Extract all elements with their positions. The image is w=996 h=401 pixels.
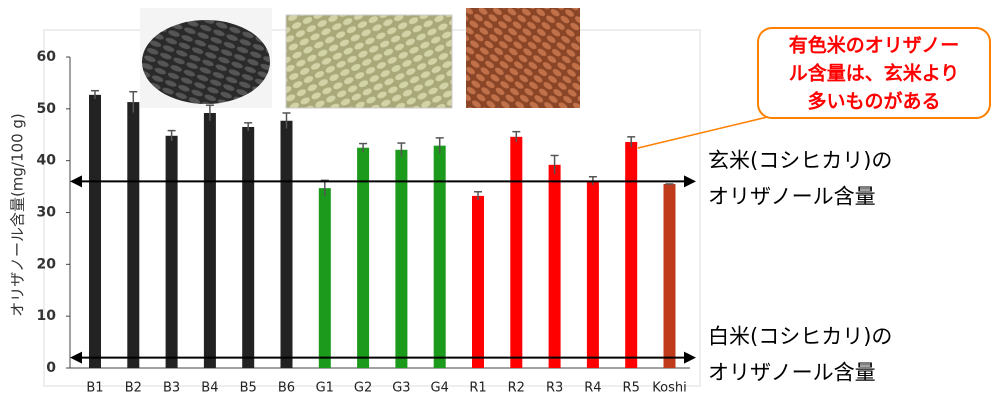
- callout-text: ル含量は、玄米より: [789, 62, 960, 85]
- bar: [395, 150, 407, 368]
- x-tick-label: B3: [163, 381, 180, 396]
- x-tick-label: Koshi: [652, 381, 686, 396]
- arrowhead: [70, 175, 82, 187]
- bar: [242, 127, 254, 368]
- callout-pointer: [638, 114, 780, 148]
- arrowhead: [684, 175, 696, 187]
- x-tick-label: R3: [546, 381, 563, 396]
- y-axis-label: オリザノール含量(mg/100 g): [9, 113, 27, 317]
- bar: [204, 113, 216, 368]
- y-tick-label: 30: [37, 205, 57, 221]
- x-tick-label: G3: [392, 381, 410, 396]
- x-tick-label: B2: [125, 381, 142, 396]
- x-tick-label: R5: [623, 381, 640, 396]
- reference-label: オリザノール含量: [708, 361, 876, 385]
- x-tick-label: B1: [86, 381, 103, 396]
- bar: [89, 95, 101, 368]
- y-tick-label: 60: [37, 49, 57, 65]
- photo-green-rice: [286, 15, 452, 108]
- bar: [587, 181, 599, 368]
- y-tick-label: 40: [37, 153, 57, 169]
- bar: [510, 137, 522, 368]
- arrowhead: [684, 352, 696, 364]
- x-tick-label: B4: [201, 381, 218, 396]
- photo-red-rice: [466, 8, 580, 108]
- bar: [472, 196, 484, 368]
- y-tick-label: 50: [37, 101, 57, 117]
- x-tick-label: G2: [354, 381, 372, 396]
- x-tick-label: G1: [316, 381, 334, 396]
- bar: [127, 102, 139, 368]
- reference-label: オリザノール含量: [708, 184, 876, 208]
- bar: [664, 184, 676, 368]
- y-tick-label: 10: [37, 308, 57, 324]
- x-tick-label: R4: [584, 381, 601, 396]
- reference-label: 白米(コシヒカリ)の: [708, 325, 892, 349]
- chart: オリザノール含量(mg/100 g) 0 10 20 30 40 50 60 B1 B2 B3 B4…: [0, 0, 996, 401]
- bar: [319, 188, 331, 368]
- arrowhead: [70, 352, 82, 364]
- bar: [549, 165, 561, 368]
- bar: [281, 121, 293, 368]
- callout-text: 多いものがある: [807, 90, 940, 113]
- bar: [625, 142, 637, 368]
- x-tick-label: R1: [469, 381, 486, 396]
- x-tick-label: G4: [431, 381, 449, 396]
- x-tick-label: B6: [278, 381, 295, 396]
- y-tick-label: 20: [37, 256, 57, 272]
- bar: [434, 146, 446, 368]
- callout-text: 有色米のオリザノー: [789, 34, 960, 57]
- photo-black-rice-grains: [142, 20, 270, 104]
- x-tick-label: B5: [240, 381, 257, 396]
- x-tick-label: R2: [508, 381, 525, 396]
- y-tick-label: 0: [46, 360, 56, 376]
- bar: [166, 136, 178, 368]
- reference-label: 玄米(コシヒカリ)の: [708, 148, 892, 172]
